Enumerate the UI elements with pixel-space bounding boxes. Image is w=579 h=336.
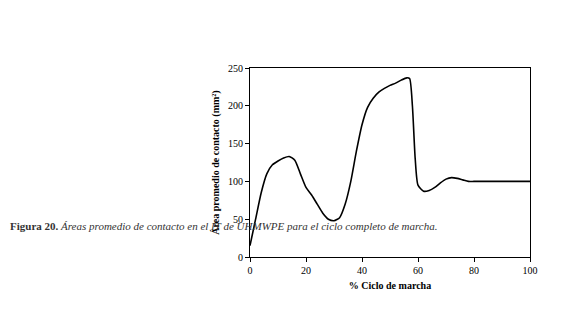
- svg-text:250: 250: [228, 63, 243, 74]
- svg-text:20: 20: [301, 265, 311, 276]
- svg-text:200: 200: [228, 100, 243, 111]
- svg-text:0: 0: [238, 252, 243, 263]
- svg-text:100: 100: [228, 176, 243, 187]
- svg-text:Figura 20. Áreas promedio de c: Figura 20. Áreas promedio de contacto en…: [10, 220, 438, 232]
- svg-text:100: 100: [523, 265, 538, 276]
- svg-text:150: 150: [228, 138, 243, 149]
- svg-text:Área promedio de contacto (mm²: Área promedio de contacto (mm²): [210, 90, 222, 234]
- svg-text:0: 0: [248, 265, 253, 276]
- svg-text:80: 80: [469, 265, 479, 276]
- svg-text:40: 40: [357, 265, 367, 276]
- svg-text:50: 50: [233, 214, 243, 225]
- svg-text:% Ciclo de marcha: % Ciclo de marcha: [349, 280, 431, 291]
- svg-text:60: 60: [413, 265, 423, 276]
